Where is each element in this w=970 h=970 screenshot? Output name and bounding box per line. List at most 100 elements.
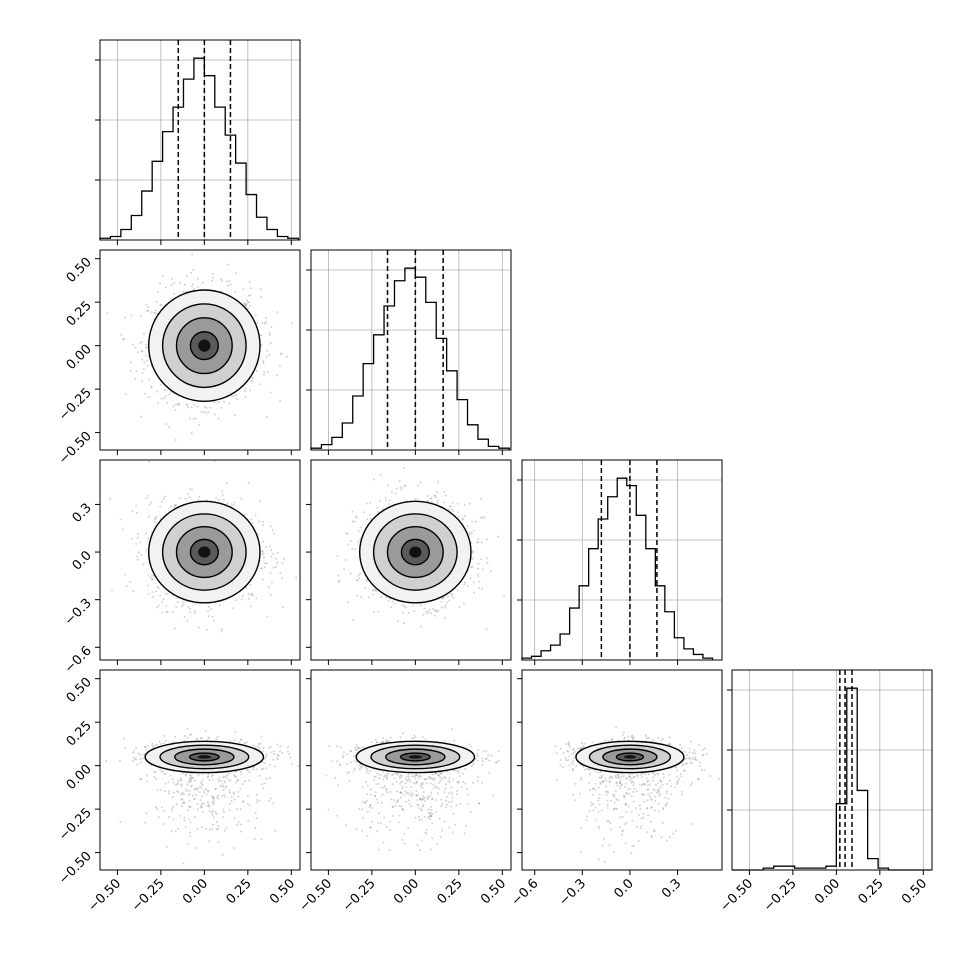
scatter-point — [208, 828, 211, 831]
scatter-point — [472, 581, 475, 584]
scatter-point — [139, 314, 142, 317]
scatter-point — [226, 285, 229, 288]
scatter-point — [222, 776, 225, 779]
scatter-point — [480, 558, 483, 561]
scatter-point — [401, 604, 404, 607]
scatter-point — [245, 303, 248, 306]
scatter-point — [200, 782, 203, 785]
scatter-point — [188, 835, 191, 838]
scatter-point — [468, 533, 471, 536]
scatter-point — [208, 803, 211, 806]
scatter-point — [441, 606, 444, 609]
scatter-point — [436, 501, 439, 504]
scatter-point — [153, 311, 156, 314]
scatter-point — [264, 562, 267, 565]
scatter-point — [139, 778, 142, 781]
scatter-point — [164, 286, 167, 289]
scatter-point — [250, 380, 253, 383]
scatter-point — [212, 276, 215, 279]
scatter-point — [196, 405, 199, 408]
scatter-point — [140, 340, 143, 343]
scatter-point — [227, 263, 230, 266]
scatter-point — [471, 565, 474, 568]
scatter-point — [281, 561, 284, 564]
scatter-point — [221, 279, 224, 282]
scatter-point — [186, 404, 189, 407]
scatter-point — [248, 779, 251, 782]
scatter-point — [422, 613, 425, 616]
scatter-point — [193, 815, 196, 818]
scatter-point — [471, 557, 474, 560]
scatter-point — [193, 288, 196, 291]
scatter-point — [449, 505, 452, 508]
scatter-point — [181, 802, 184, 805]
scatter-point — [258, 747, 261, 750]
scatter-point — [163, 397, 166, 400]
scatter-point — [461, 517, 464, 520]
scatter-point — [189, 607, 192, 610]
scatter-point — [244, 395, 247, 398]
scatter-point — [263, 566, 266, 569]
scatter-point — [295, 576, 298, 579]
scatter-point — [178, 497, 181, 500]
scatter-point — [261, 783, 264, 786]
scatter-point — [176, 790, 179, 793]
scatter-point — [207, 790, 210, 793]
scatter-point — [365, 579, 368, 582]
scatter-point — [276, 754, 279, 757]
scatter-point — [150, 385, 153, 388]
scatter-point — [434, 609, 437, 612]
scatter-point — [211, 774, 214, 777]
scatter-point — [457, 511, 460, 514]
scatter-point — [419, 625, 422, 628]
histogram-step-2 — [521, 477, 714, 660]
scatter-point — [175, 503, 178, 506]
scatter-point — [260, 567, 263, 570]
scatter-point — [142, 368, 145, 371]
scatter-point — [261, 567, 264, 570]
scatter-point — [402, 622, 405, 625]
scatter-point — [145, 303, 148, 306]
scatter-point — [198, 495, 201, 498]
scatter-point — [160, 500, 163, 503]
scatter-point — [182, 603, 185, 606]
scatter-point — [153, 517, 156, 520]
scatter-point — [260, 343, 263, 346]
scatter-point — [380, 595, 383, 598]
scatter-point — [135, 543, 138, 546]
scatter-point — [189, 777, 192, 780]
scatter-point — [206, 738, 209, 741]
scatter-point — [195, 737, 198, 740]
scatter-point — [384, 499, 387, 502]
histogram-step-1 — [310, 267, 510, 450]
scatter-point — [132, 751, 135, 754]
scatter-point — [272, 566, 275, 569]
scatter-point — [186, 727, 189, 730]
scatter-point — [190, 785, 193, 788]
scatter-point — [445, 601, 448, 604]
scatter-point — [189, 831, 192, 834]
scatter-point — [170, 284, 173, 287]
scatter-point — [166, 610, 169, 613]
scatter-point — [165, 611, 168, 614]
scatter-point — [248, 304, 251, 307]
scatter-point — [151, 591, 154, 594]
scatter-point — [172, 282, 175, 285]
scatter-point — [162, 772, 165, 775]
scatter-point — [174, 408, 177, 411]
scatter-point — [463, 503, 466, 506]
scatter-point — [167, 426, 170, 429]
scatter-point — [256, 745, 259, 748]
scatter-point — [462, 602, 465, 605]
scatter-point — [476, 567, 479, 570]
scatter-point — [249, 294, 252, 297]
scatter-point — [400, 486, 403, 489]
scatter-point — [261, 550, 264, 553]
scatter-point — [355, 515, 358, 518]
scatter-point — [414, 498, 417, 501]
scatter-point — [170, 277, 173, 280]
scatter-point — [394, 492, 397, 495]
scatter-point — [235, 272, 238, 275]
scatter-point — [229, 779, 232, 782]
scatter-point — [352, 619, 355, 622]
